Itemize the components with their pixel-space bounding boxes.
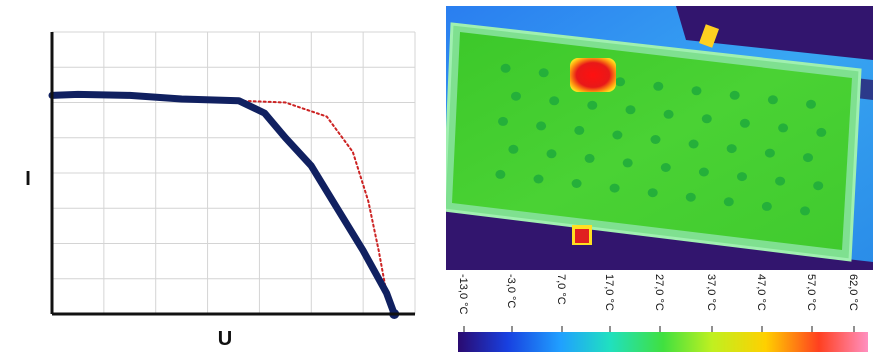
colorbar-tick-label: 57,0 °C <box>805 274 817 311</box>
thermal-svg: -13,0 °C -3,0 °C 7,0 °C 17,0 °C 27,0 °C 37,0 … <box>446 6 873 352</box>
panel-cell <box>500 63 511 73</box>
panel-cell <box>653 81 664 91</box>
panel-cell <box>764 148 775 158</box>
y-axis-label: I <box>25 168 31 190</box>
colorbar-tick-label: 47,0 °C <box>755 274 767 311</box>
panel-cell <box>574 125 585 135</box>
panel-cell <box>806 99 816 109</box>
panel-cell <box>533 174 544 184</box>
panel-cells <box>495 63 827 216</box>
panel-cell <box>571 179 582 188</box>
roof-strip-top <box>676 6 873 60</box>
panel-cell <box>778 123 789 133</box>
panel-cell <box>650 135 661 144</box>
panel-cell <box>546 149 557 159</box>
panel-cell <box>538 68 549 78</box>
chart-background <box>0 0 440 353</box>
colorbar-tick-label: 27,0 °C <box>653 274 665 311</box>
series-line-solid <box>48 90 398 318</box>
panel-cell <box>584 153 595 163</box>
panel-cell <box>615 77 626 87</box>
colorbar: -13,0 °C -3,0 °C 7,0 °C 17,0 °C 27,0 °C 37,0 … <box>457 274 868 352</box>
panel-cell <box>612 130 623 140</box>
panel-cell <box>698 167 709 177</box>
panel-cell <box>723 197 734 207</box>
panel-cell <box>761 201 772 211</box>
colorbar-ticks: -13,0 °C -3,0 °C 7,0 °C 17,0 °C 27,0 °C 37,0 … <box>457 274 859 332</box>
panel-cell <box>663 109 674 119</box>
panel-cell <box>739 118 750 128</box>
roof-strip-bottom <box>446 200 873 270</box>
thermal-image-panel: -13,0 °C -3,0 °C 7,0 °C 17,0 °C 27,0 °C 37,0 … <box>446 0 873 353</box>
panel-cell <box>498 116 508 126</box>
panel-cell <box>625 105 636 115</box>
panel-cell <box>767 95 778 105</box>
panel-cell <box>622 158 633 168</box>
panel-cell <box>508 144 519 154</box>
panel-cell <box>816 127 827 137</box>
panel-cell <box>691 86 702 96</box>
colorbar-tick-label: 37,0 °C <box>705 274 717 311</box>
panel-cell <box>660 163 671 172</box>
panel-cell <box>800 206 810 216</box>
panel-cell <box>685 192 696 202</box>
x-axis-label: U <box>218 328 232 350</box>
panel-cell <box>803 153 813 163</box>
colorbar-gradient <box>458 332 868 352</box>
iv-curve-svg: I U <box>0 0 440 353</box>
panel-cell <box>701 114 712 124</box>
chart-series-group <box>48 90 400 319</box>
colorbar-tick-label: -3,0 °C <box>505 274 517 308</box>
colorbar-tick-label: 7,0 °C <box>555 274 567 305</box>
panel-cell <box>726 144 737 154</box>
panel-cell <box>587 100 598 110</box>
edge-hotspot-bottom-core <box>575 229 589 243</box>
colorbar-tick-label: 62,0 °C <box>847 274 859 311</box>
panel-cell <box>729 90 740 100</box>
panel-cell <box>549 96 560 106</box>
panel-cell <box>647 188 658 198</box>
panel-cell <box>536 121 547 131</box>
panel-cell <box>737 172 747 182</box>
panel-cell <box>688 139 699 149</box>
panel-cell <box>495 169 506 179</box>
thermal-image <box>446 6 873 270</box>
panel-cell <box>775 176 786 186</box>
panel-cell <box>511 91 521 101</box>
colorbar-tick-label: 17,0 °C <box>603 274 615 311</box>
panel-cell <box>609 183 620 193</box>
iv-curve-chart: I U <box>0 0 440 353</box>
edge-hotspot-top <box>699 24 719 48</box>
hotspot <box>570 58 616 92</box>
colorbar-tick-label: -13,0 °C <box>457 274 469 315</box>
panel-cell <box>813 181 824 191</box>
